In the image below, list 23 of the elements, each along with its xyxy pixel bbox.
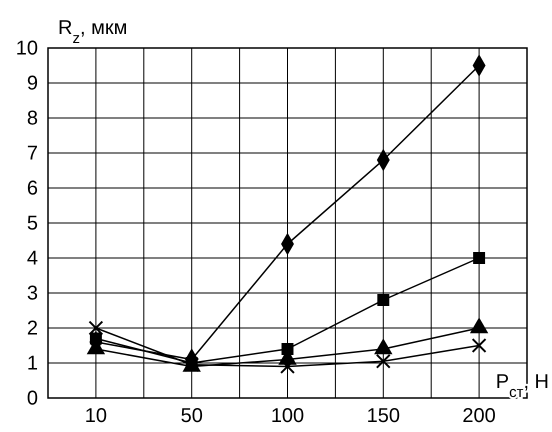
x-tick-label: 150 [366, 405, 400, 428]
point [472, 338, 487, 353]
x-tick-label: 200 [462, 405, 496, 428]
y-tick-label: 9 [26, 72, 38, 94]
y-tick-label: 5 [26, 212, 38, 234]
y-tick-label: 2 [26, 317, 38, 340]
y-tick-label: 1 [26, 352, 38, 374]
point [376, 354, 391, 369]
x-tick-label: 50 [180, 405, 203, 428]
point [473, 252, 486, 264]
y-tick-label: 3 [26, 282, 38, 304]
y-tick-label: 7 [26, 142, 38, 164]
y-tick-label: 0 [26, 387, 38, 410]
y-tick-label: 8 [26, 107, 38, 130]
point [377, 294, 390, 306]
x-tick-label: 10 [84, 405, 108, 428]
y-axis-title: R$_{z}$, мкм [58, 17, 128, 46]
y-tick-label: 6 [26, 177, 38, 200]
y-tick-label: 10 [16, 37, 38, 60]
point [280, 359, 295, 374]
y-tick-label: 4 [26, 247, 38, 270]
point [88, 320, 104, 336]
x-tick-label: 100 [270, 405, 304, 428]
